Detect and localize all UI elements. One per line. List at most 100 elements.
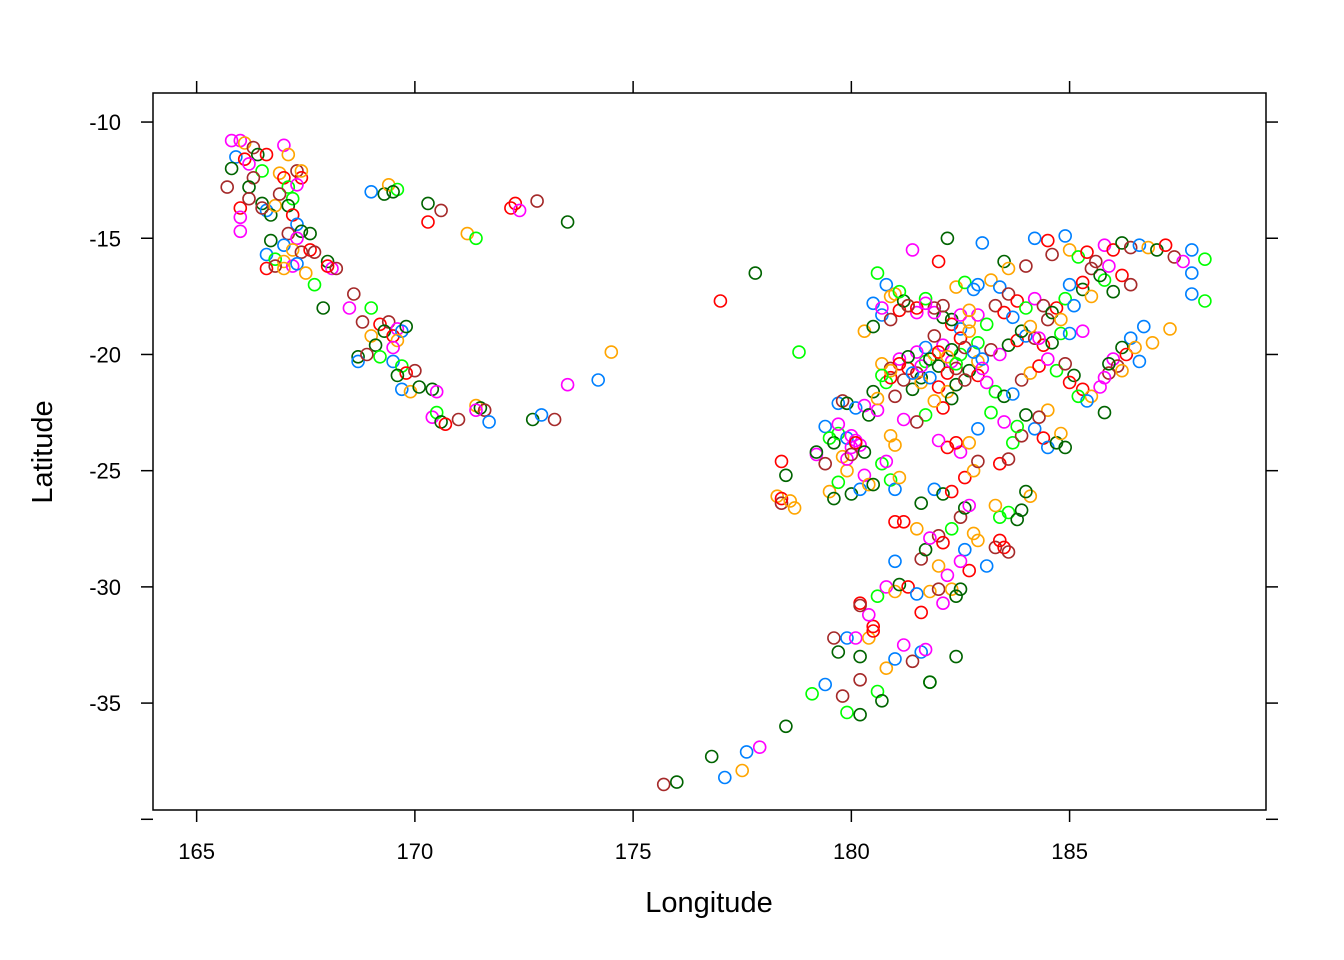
data-point (1062, 243, 1077, 257)
data-point (530, 194, 544, 208)
data-point (1097, 405, 1112, 420)
data-point (879, 661, 894, 676)
data-point (927, 394, 942, 408)
data-point (909, 587, 924, 601)
data-point (827, 491, 841, 506)
data-point (931, 433, 946, 448)
data-point (848, 401, 863, 415)
data-point (992, 280, 1007, 294)
data-point (220, 180, 234, 194)
data-point (1102, 366, 1116, 380)
data-point (1062, 375, 1077, 390)
data-point (918, 408, 933, 422)
data-point (1075, 382, 1090, 397)
data-point (504, 201, 518, 215)
data-point (1019, 408, 1033, 422)
data-point (342, 301, 357, 315)
data-point (857, 445, 872, 459)
data-point (931, 528, 946, 543)
data-point (316, 301, 331, 315)
data-point (975, 236, 990, 250)
data-point (787, 501, 802, 515)
data-point (853, 707, 867, 722)
data-point (779, 719, 793, 734)
data-point (1045, 305, 1059, 320)
data-point (1158, 238, 1173, 252)
data-point (242, 157, 256, 171)
data-point (1084, 261, 1099, 276)
data-point (936, 487, 950, 501)
data-point (774, 491, 789, 506)
data-point (1032, 331, 1046, 346)
data-point (1001, 545, 1016, 559)
data-point (1145, 335, 1160, 350)
data-point (888, 482, 902, 497)
data-point (390, 333, 405, 348)
data-point (224, 133, 239, 148)
data-point (1049, 363, 1064, 378)
data-point (1106, 352, 1120, 366)
data-point (434, 203, 448, 218)
data-point (1014, 503, 1029, 518)
data-point (840, 705, 854, 720)
data-point (888, 584, 902, 599)
data-point (870, 266, 885, 280)
data-point (268, 259, 283, 273)
data-point (1102, 356, 1116, 371)
data-point (918, 642, 933, 657)
data-point (1049, 301, 1064, 315)
data-point (1001, 287, 1016, 301)
data-point (237, 152, 252, 166)
x-tick-label: 165 (178, 839, 215, 864)
data-point (281, 147, 296, 162)
data-point (1119, 347, 1134, 362)
data-point (979, 317, 994, 332)
data-point (1132, 354, 1147, 369)
data-point (1001, 261, 1016, 276)
data-point (285, 191, 300, 206)
data-point (534, 408, 549, 422)
data-point (779, 468, 793, 483)
data-point (438, 417, 453, 432)
data-point (1115, 340, 1129, 355)
data-point (905, 243, 920, 257)
data-point (875, 693, 889, 708)
data-point (892, 470, 907, 485)
data-point (949, 649, 963, 664)
data-point (429, 384, 444, 399)
data-point (774, 454, 789, 469)
data-point (1058, 356, 1072, 371)
data-point (944, 521, 959, 536)
data-point (1027, 291, 1042, 306)
data-point (560, 377, 575, 392)
data-point (1075, 282, 1090, 297)
data-point (294, 171, 309, 185)
data-point (399, 366, 414, 380)
data-point (277, 261, 291, 276)
data-point (971, 368, 985, 383)
data-point (774, 496, 789, 511)
data-point (1054, 426, 1068, 441)
data-point (966, 526, 981, 541)
data-point (351, 354, 365, 369)
data-point (1067, 368, 1081, 383)
data-point (997, 540, 1011, 555)
data-point (944, 342, 959, 357)
data-point (905, 382, 920, 397)
data-point (866, 319, 881, 334)
data-point (394, 382, 409, 397)
data-point (250, 147, 265, 162)
data-point (1163, 322, 1177, 336)
data-point (1041, 352, 1055, 366)
data-point (1036, 298, 1051, 313)
data-point (421, 196, 435, 211)
data-point (805, 686, 819, 701)
data-point (949, 589, 963, 604)
data-point (307, 277, 322, 292)
data-point (953, 582, 968, 597)
data-point (1067, 298, 1081, 313)
data-point (233, 210, 248, 225)
data-point (1084, 289, 1099, 304)
data-point (818, 419, 833, 434)
